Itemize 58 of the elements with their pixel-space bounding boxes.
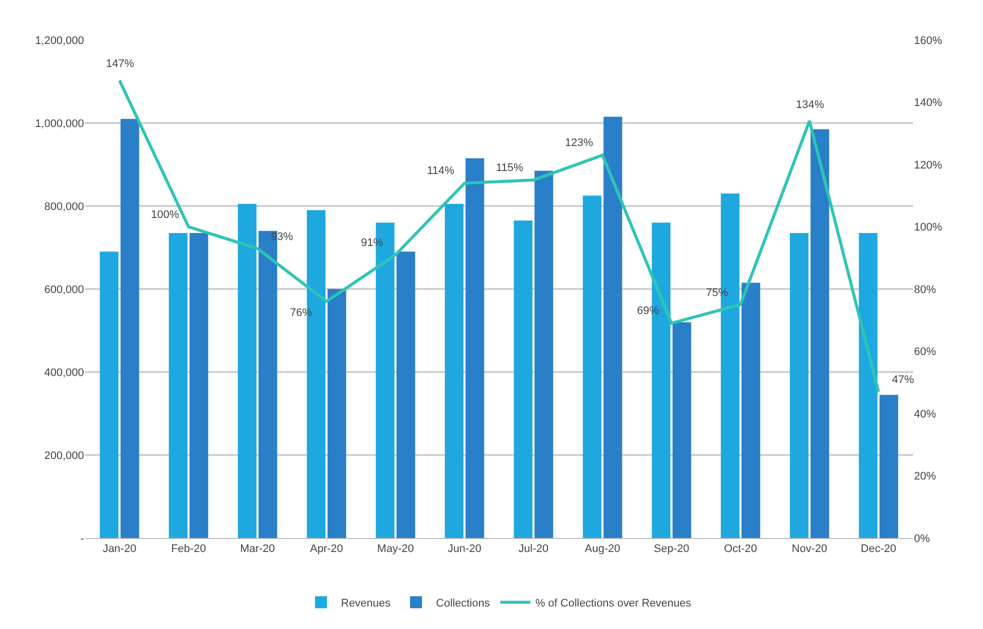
y-tick-label: 600,000 (44, 284, 84, 296)
y-tick-label: 1,000,000 (35, 118, 84, 130)
bar (328, 289, 346, 538)
x-tick-label: Oct-20 (724, 543, 758, 556)
legend-label: Collections (436, 598, 490, 610)
y-tick-label: - (80, 532, 84, 545)
line-series (118, 78, 880, 394)
y2-tick-label: 60% (914, 346, 936, 358)
bar (790, 232, 808, 538)
data-label: 147% (106, 58, 134, 70)
x-tick-label: Aug-20 (584, 543, 620, 556)
data-label: 114% (427, 165, 455, 177)
x-tick-label: Jan-20 (102, 543, 136, 556)
x-tick-label: Apr-20 (310, 543, 344, 556)
x-tick-label: Feb-20 (171, 543, 206, 556)
y-tick-label: 800,000 (44, 200, 84, 213)
y-tick-label: 1,200,000 (35, 34, 84, 47)
bar (604, 116, 622, 538)
bar (190, 232, 208, 538)
y2-tick-label: 80% (914, 284, 936, 296)
x-tick-label: Nov-20 (792, 543, 828, 556)
bar (444, 204, 464, 538)
data-label: 100% (151, 209, 180, 221)
y2-tick-label: 160% (914, 34, 942, 47)
data-label: 47% (892, 374, 914, 386)
bar (810, 129, 830, 538)
bar (466, 158, 484, 538)
bar (100, 252, 118, 538)
bar (514, 220, 532, 538)
y-tick-label: 200,000 (44, 450, 84, 462)
x-tick-label: Dec-20 (860, 543, 896, 556)
x-tick-label: Jun-20 (448, 543, 482, 556)
data-label: 115% (496, 162, 524, 174)
x-tick-label: May-20 (377, 543, 414, 556)
x-tick-label: Mar-20 (240, 543, 275, 556)
bar (672, 322, 692, 538)
bar (396, 252, 416, 538)
bar (742, 282, 760, 538)
y2-tick-label: 20% (914, 470, 936, 483)
bar (120, 118, 140, 538)
legend-label: % of Collections over Revenues (535, 598, 692, 610)
bar (534, 170, 554, 538)
y2-tick-label: 140% (914, 97, 942, 110)
data-label: 134% (796, 99, 824, 111)
bar (582, 196, 602, 538)
y2-tick-label: 120% (914, 159, 942, 172)
bar (858, 232, 878, 538)
bar (880, 394, 898, 538)
y2-tick-label: 0% (914, 532, 930, 545)
y2-tick-label: 40% (914, 408, 936, 420)
bar (238, 204, 256, 538)
legend-label: Revenues (341, 598, 392, 610)
data-label: 123% (565, 137, 594, 149)
y-tick-label: 400,000 (44, 366, 84, 379)
bar (168, 232, 188, 538)
x-tick-label: Sep-20 (654, 543, 690, 556)
y2-tick-label: 100% (914, 222, 942, 234)
x-tick-label: Jul-20 (518, 543, 548, 556)
